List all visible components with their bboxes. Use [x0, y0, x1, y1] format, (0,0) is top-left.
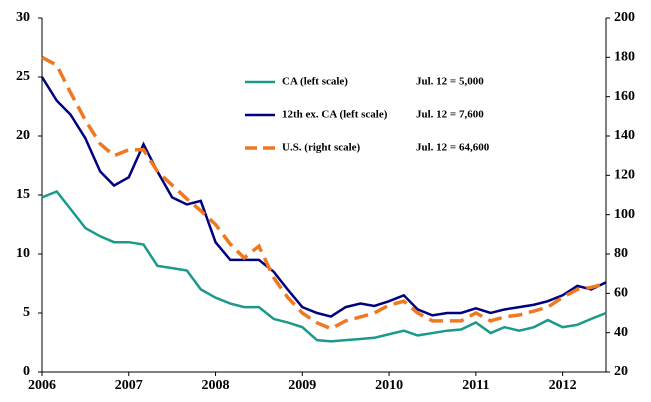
- y-tick-label: 30: [16, 10, 30, 25]
- y2-tick-label: 100: [614, 207, 635, 222]
- y2-tick-label: 120: [614, 168, 635, 183]
- y-tick-label: 10: [16, 246, 30, 261]
- y-tick-label: 20: [16, 128, 30, 143]
- legend-label: 12th ex. CA (left scale): [282, 109, 388, 121]
- y2-tick-label: 40: [614, 325, 628, 340]
- x-tick-label: 2011: [462, 378, 489, 393]
- x-tick-label: 2007: [115, 378, 143, 393]
- y2-tick-label: 140: [614, 128, 635, 143]
- series-line: [41, 55, 607, 331]
- y2-tick-label: 20: [614, 364, 628, 379]
- x-tick-label: 2010: [375, 378, 403, 393]
- x-tick-label: 2012: [549, 378, 577, 393]
- legend-label: CA (left scale): [282, 76, 348, 88]
- y2-tick-label: 180: [614, 50, 635, 65]
- y-tick-label: 25: [16, 69, 30, 84]
- y-tick-label: 0: [23, 364, 30, 379]
- y2-tick-label: 80: [614, 246, 628, 261]
- y2-tick-label: 60: [614, 286, 628, 301]
- y2-tick-label: 200: [614, 10, 635, 25]
- y-tick-label: 5: [23, 305, 30, 320]
- x-tick-label: 2009: [288, 378, 316, 393]
- legend-note: Jul. 12 = 7,600: [416, 109, 484, 121]
- x-tick-label: 2006: [28, 378, 56, 393]
- legend-label: U.S. (right scale): [282, 142, 361, 154]
- x-tick-label: 2008: [202, 378, 230, 393]
- series-line: [41, 189, 607, 343]
- y2-tick-label: 160: [614, 89, 635, 104]
- legend-note: Jul. 12 = 5,000: [416, 76, 484, 88]
- series-line: [40, 76, 607, 318]
- legend-note: Jul. 12 = 64,600: [416, 142, 490, 154]
- y-tick-label: 15: [16, 187, 30, 202]
